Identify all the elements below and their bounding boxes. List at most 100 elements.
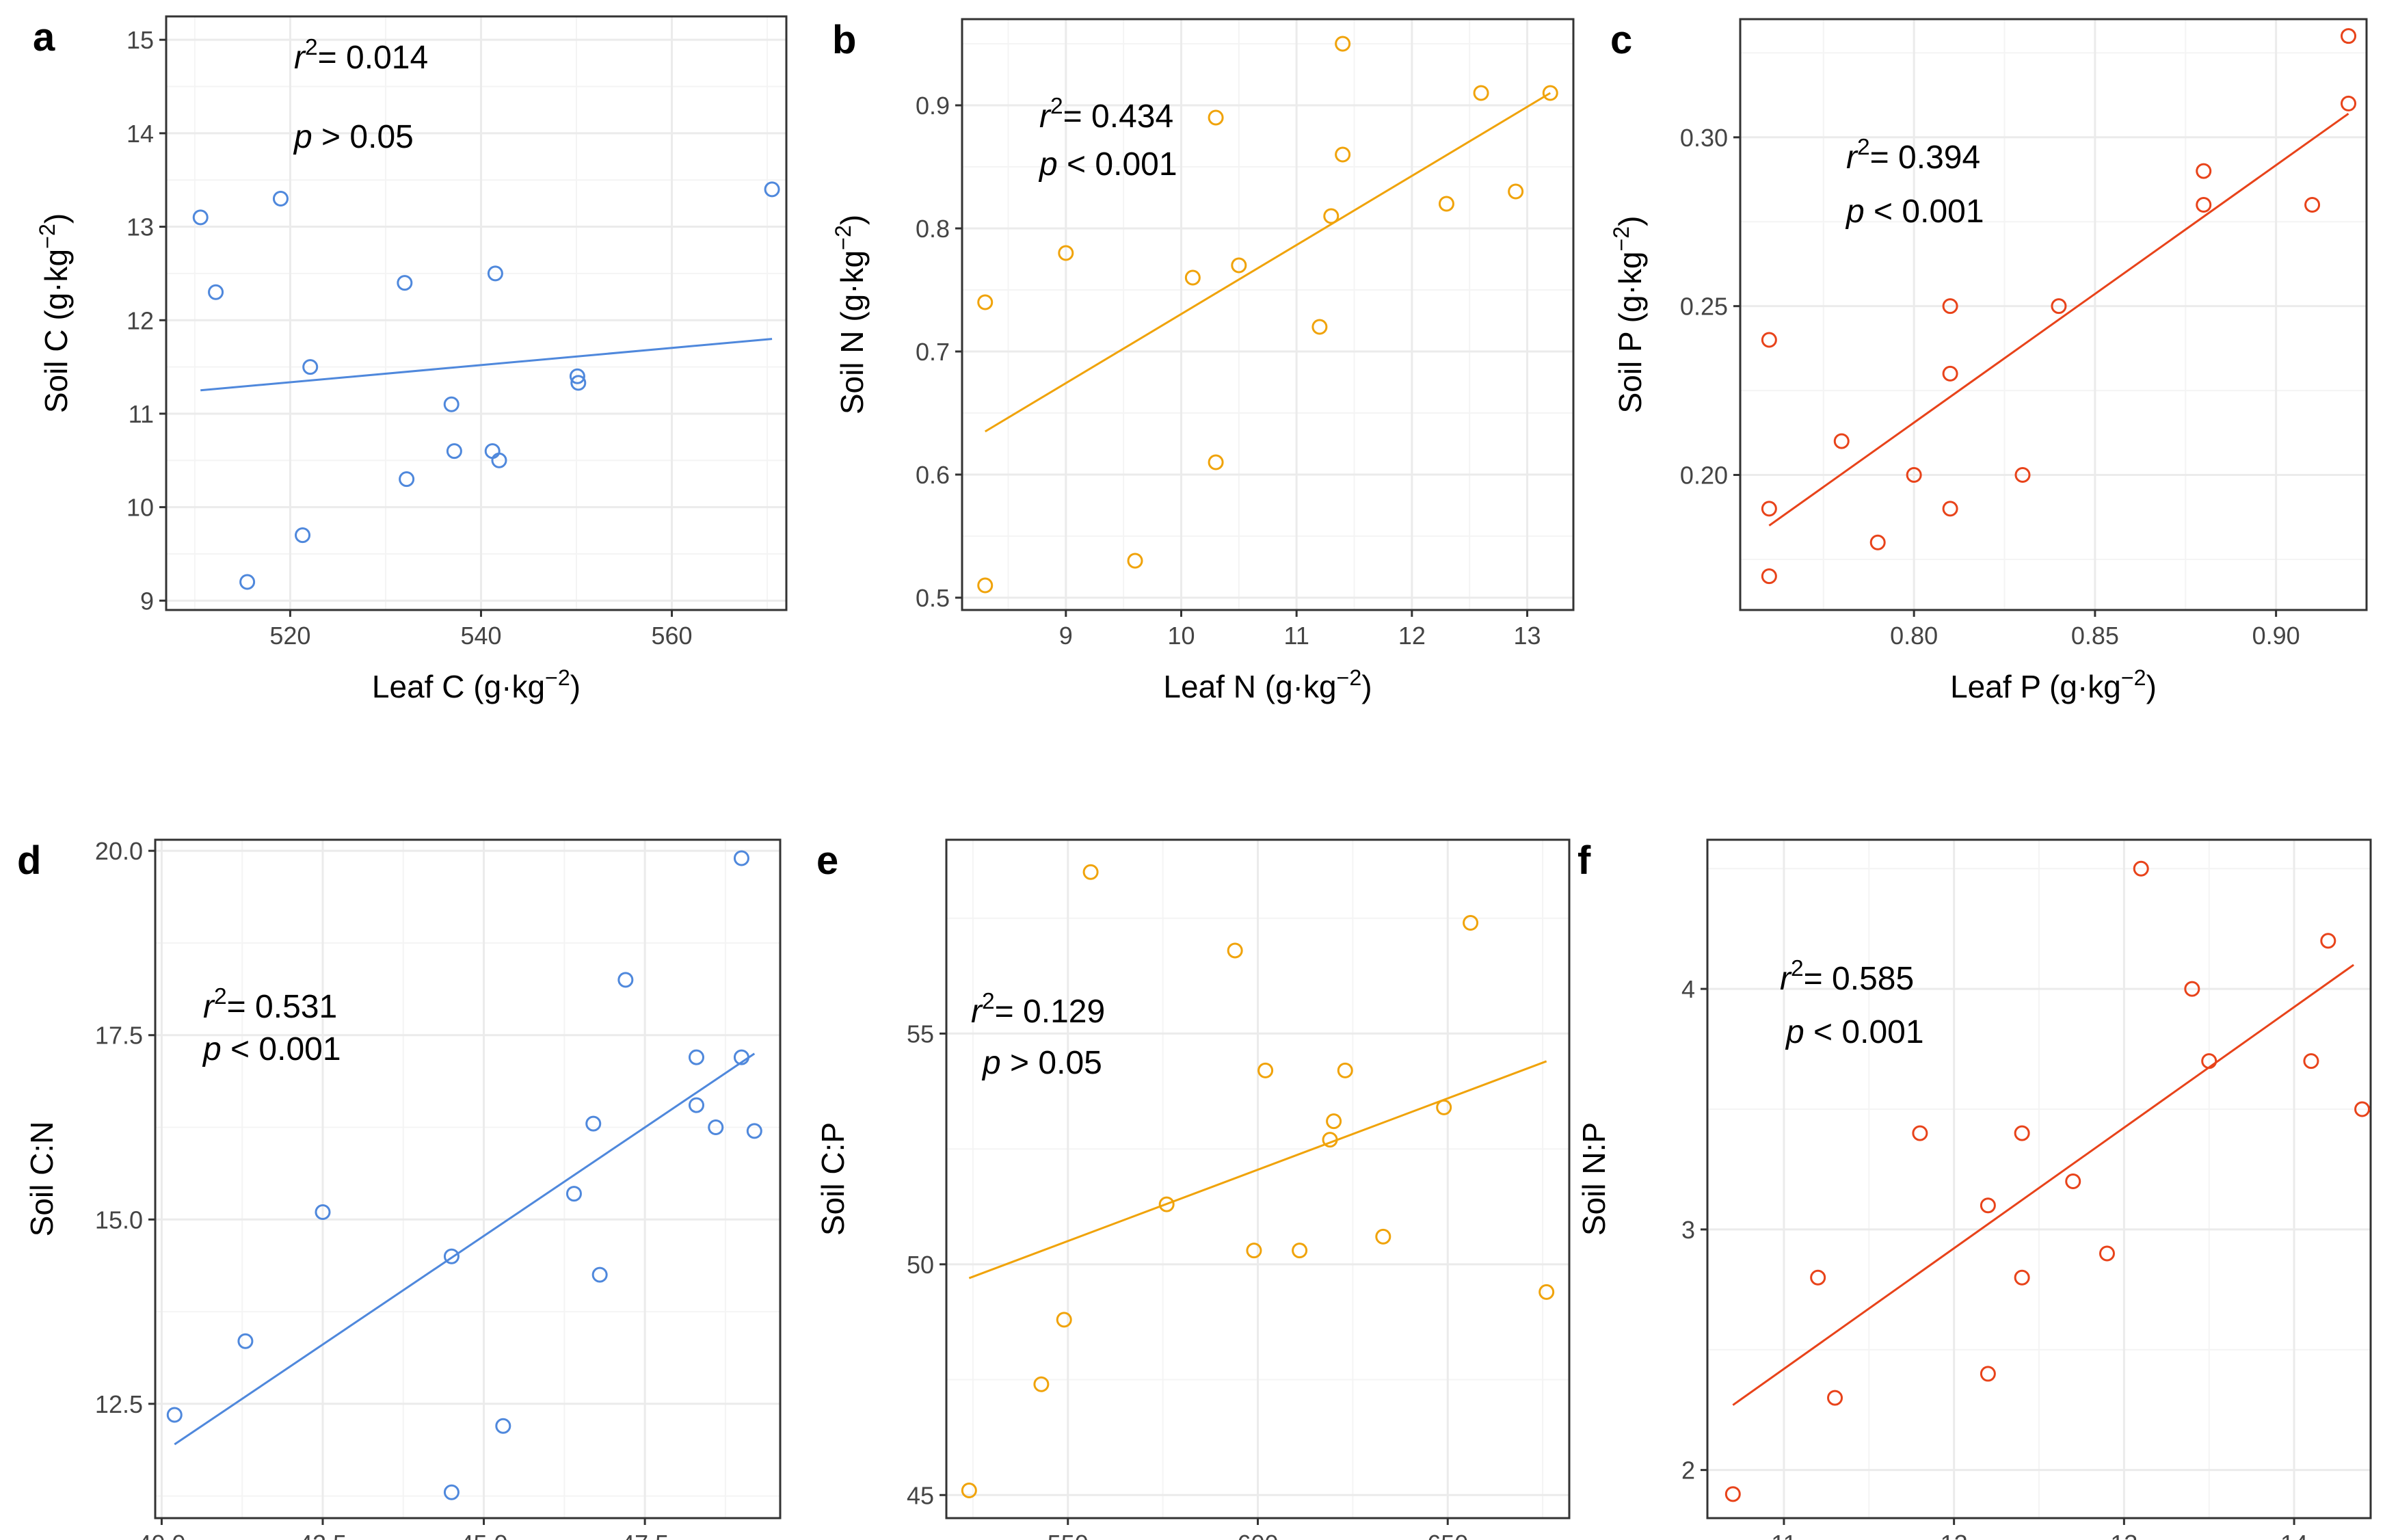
regression-line (200, 338, 773, 392)
x-tick-label: 650 (1427, 1530, 1468, 1540)
x-tick-label: 11 (1771, 1530, 1796, 1540)
data-point (1980, 1366, 1996, 1382)
data-point (1724, 1486, 1741, 1502)
axis-title-text: Leaf C (372, 669, 465, 704)
data-point (1375, 1228, 1391, 1245)
data-point (1231, 257, 1247, 274)
axis-title-text: Soil C:N (24, 1121, 59, 1237)
data-point (1761, 568, 1777, 585)
y-tick-label: 15 (126, 26, 154, 54)
panel-label-e: e (816, 838, 838, 883)
y-tick-label: 14 (126, 120, 154, 148)
y-axis-title: Soil N:P (1576, 1122, 1612, 1236)
r-symbol: r (1039, 98, 1052, 135)
data-point (495, 1418, 511, 1434)
data-point (2099, 1245, 2115, 1262)
y-tick-label: 17.5 (95, 1022, 143, 1050)
data-point (443, 396, 459, 412)
panel-border (165, 15, 788, 611)
axis-unit-close: ) (38, 213, 74, 224)
data-point (2065, 1173, 2081, 1190)
panel-label-d: d (17, 838, 41, 883)
y-tick-label: 2 (1681, 1457, 1695, 1485)
data-point (1912, 1125, 1928, 1141)
panel-label-c: c (1610, 18, 1632, 62)
axis-unit-close: ) (2146, 669, 2157, 704)
r-squared-value: = 0.129 (995, 994, 1105, 1030)
data-point (2014, 1125, 2030, 1141)
x-tick-label: 14 (2280, 1530, 2308, 1540)
data-point (1033, 1376, 1050, 1392)
y-tick-label: 45 (907, 1481, 934, 1509)
data-point (1257, 1062, 1274, 1078)
axis-unit-exponent: −2 (1609, 226, 1634, 252)
data-point (443, 1248, 459, 1264)
axis-unit: g·kg (38, 249, 74, 310)
data-point (237, 1333, 254, 1349)
axis-title-text: Soil P (1612, 332, 1648, 413)
data-point (1335, 36, 1351, 52)
x-tick-label: 12 (1398, 622, 1426, 650)
r-squared-value: = 0.014 (318, 40, 428, 76)
regression-line (1732, 964, 2354, 1406)
data-point (1761, 332, 1777, 348)
data-point (1246, 1243, 1262, 1259)
r-squared-value: = 0.531 (227, 989, 337, 1025)
data-point (591, 1266, 608, 1283)
data-point (443, 1484, 459, 1500)
data-point (1538, 1284, 1555, 1300)
p-symbol: p (981, 1045, 1001, 1081)
data-point (1322, 1132, 1338, 1148)
r-symbol: r (294, 40, 306, 76)
axis-unit-open: ( (834, 311, 870, 331)
x-tick-label: 540 (460, 622, 501, 650)
y-tick-label: 0.20 (1680, 462, 1728, 490)
data-point (208, 284, 224, 300)
p-value-annotation: p > 0.05 (981, 1045, 1102, 1081)
data-point (733, 1049, 749, 1065)
data-point (1869, 534, 1886, 550)
y-tick-label: 12.5 (95, 1390, 143, 1418)
data-point (585, 1115, 602, 1132)
data-point (1127, 553, 1143, 569)
data-point (617, 972, 634, 988)
p-symbol: p (202, 1031, 222, 1067)
r-squared-annotation: r2= 0.129 (971, 989, 1105, 1030)
x-tick-label: 0.85 (2071, 622, 2119, 650)
x-tick-label: 40.0 (137, 1530, 185, 1540)
r-symbol: r (971, 994, 983, 1030)
data-point (302, 359, 319, 375)
y-tick-label: 0.7 (916, 338, 950, 366)
data-point (1508, 183, 1524, 200)
x-axis-title: Leaf P (g·kg−2) (1950, 665, 2157, 704)
p-value-annotation: p > 0.05 (293, 119, 414, 155)
r-symbol: r (1846, 140, 1859, 176)
regression-line (968, 1060, 1547, 1279)
axis-unit-open: ( (1612, 312, 1648, 332)
x-tick-label: 9 (1059, 622, 1073, 650)
data-point (2014, 467, 2031, 483)
y-axis-title: Soil C (g·kg−2) (35, 213, 74, 413)
r-squared-annotation: r2= 0.531 (203, 984, 337, 1025)
data-point (1980, 1197, 1996, 1214)
data-point (1056, 1312, 1072, 1328)
data-point (2184, 981, 2200, 997)
data-point (977, 294, 994, 310)
r-exponent: 2 (982, 989, 995, 1014)
data-point (733, 850, 749, 866)
x-tick-label: 42.5 (299, 1530, 347, 1540)
x-axis-title: Leaf N (g·kg−2) (1163, 665, 1372, 704)
y-tick-label: 13 (126, 213, 154, 241)
y-tick-label: 50 (907, 1251, 934, 1279)
data-point (2320, 933, 2336, 949)
data-point (2133, 860, 2149, 877)
p-value-annotation: p < 0.001 (202, 1031, 341, 1067)
data-point (166, 1407, 183, 1423)
axis-unit-exponent: −2 (2121, 665, 2146, 690)
